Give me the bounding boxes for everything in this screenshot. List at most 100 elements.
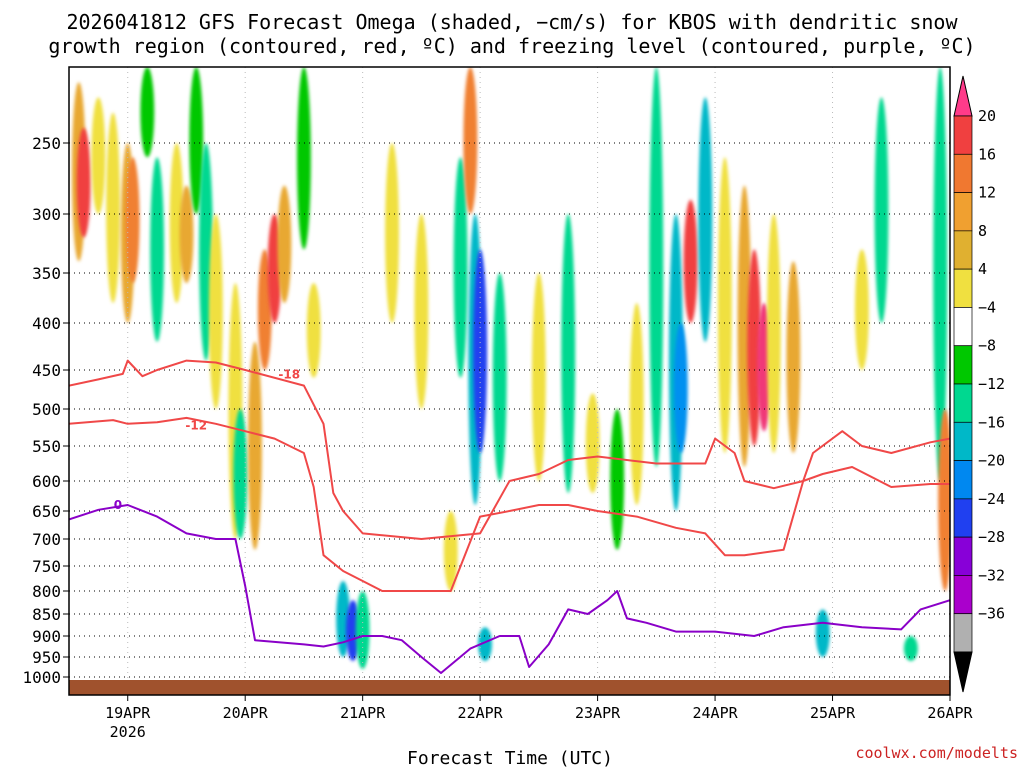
omega-cell xyxy=(169,143,184,303)
colorbar-label: −28 xyxy=(978,528,1005,546)
colorbar-swatch xyxy=(953,498,973,538)
ground-terrain xyxy=(69,680,950,695)
colorbar-swatch xyxy=(953,421,973,461)
x-tick-label: 22APR xyxy=(458,704,504,722)
y-tick-label: 950 xyxy=(32,648,61,667)
y-axis: 250 300 350 400 450 500 550 600 650 700 750 800 850 9… xyxy=(22,134,69,687)
y-tick-label: 800 xyxy=(32,582,61,601)
colorbar-swatch xyxy=(953,115,973,155)
omega-cell xyxy=(233,409,248,539)
omega-cell xyxy=(938,409,950,591)
y-tick-label: 650 xyxy=(32,502,61,521)
colorbar-label: −20 xyxy=(978,452,1005,470)
colorbar-label: 4 xyxy=(978,260,987,278)
omega-cell xyxy=(385,143,399,323)
omega-cell xyxy=(786,261,801,453)
omega-cell xyxy=(903,636,918,661)
x-tick-label: 19APR xyxy=(105,704,151,722)
omega-cell xyxy=(355,591,370,669)
omega-cell xyxy=(737,185,752,468)
x-tick-label: 23APR xyxy=(575,704,621,722)
chart-title-line1: 2026041812 GFS Forecast Omega (shaded, −… xyxy=(66,10,958,34)
omega-cell xyxy=(150,157,165,342)
omega-cell xyxy=(717,157,732,453)
colorbar-label: 12 xyxy=(978,184,996,202)
y-tick-label: 1000 xyxy=(22,668,61,687)
chart-title-line2: growth region (contoured, red, ºC) and f… xyxy=(48,34,975,58)
y-tick-label: 700 xyxy=(32,530,61,549)
omega-cell xyxy=(296,67,311,250)
y-tick-label: 600 xyxy=(32,472,61,491)
omega-cell xyxy=(179,185,194,283)
x-tick-label: 26APR xyxy=(927,704,973,722)
omega-cell xyxy=(478,627,492,661)
omega-shading xyxy=(71,67,950,669)
omega-cell xyxy=(629,303,644,505)
x-axis-label: Forecast Time (UTC) xyxy=(407,748,613,768)
colorbar-swatch xyxy=(953,460,973,500)
omega-cell xyxy=(76,127,91,238)
omega-cell xyxy=(766,214,781,453)
colorbar-arrow-bottom xyxy=(953,651,973,693)
colorbar-label: −4 xyxy=(978,298,996,316)
colorbar: 20 16 12 8 4 −4 −8 −12 −16 −20 −24 −28 −32 −36 xyxy=(953,75,1005,693)
colorbar-swatch xyxy=(953,575,973,615)
omega-cell xyxy=(306,283,321,378)
omega-cell xyxy=(125,157,140,283)
colorbar-label: −36 xyxy=(978,605,1005,623)
colorbar-swatch xyxy=(953,268,973,308)
omega-cell xyxy=(649,67,664,467)
contour-label: 0 xyxy=(114,498,122,512)
contour-line xyxy=(69,416,950,592)
omega-cell xyxy=(414,214,429,409)
omega-cell xyxy=(106,112,120,303)
colorbar-swatch xyxy=(953,345,973,385)
y-tick-label: 750 xyxy=(32,557,61,576)
colorbar-swatch xyxy=(953,613,973,653)
omega-cell xyxy=(208,214,223,409)
omega-cell xyxy=(492,273,507,481)
colorbar-label: 8 xyxy=(978,222,987,240)
omega-cell xyxy=(91,97,106,214)
y-tick-label: 550 xyxy=(32,437,61,456)
omega-cell xyxy=(140,67,155,158)
omega-cell xyxy=(463,67,478,214)
colorbar-label: 20 xyxy=(978,107,996,125)
colorbar-label: −16 xyxy=(978,413,1005,431)
colorbar-label: −32 xyxy=(978,566,1005,584)
omega-cell xyxy=(747,249,762,446)
x-tick-year-label: 2026 xyxy=(110,723,146,741)
colorbar-swatch xyxy=(953,153,973,193)
colorbar-label: −24 xyxy=(978,490,1005,508)
colorbar-swatch xyxy=(953,192,973,232)
omega-cell xyxy=(531,273,546,481)
omega-cell xyxy=(277,185,292,303)
omega-cell xyxy=(473,249,488,453)
omega-cell xyxy=(698,97,713,342)
colorbar-swatch xyxy=(953,307,973,347)
colorbar-label: −8 xyxy=(978,337,996,355)
y-tick-label: 400 xyxy=(32,314,61,333)
contour-line xyxy=(69,504,950,674)
y-tick-label: 300 xyxy=(32,205,61,224)
plot-area: -18 -12 0 xyxy=(68,66,951,696)
y-tick-label: 450 xyxy=(32,361,61,380)
plot-frame xyxy=(68,66,951,696)
omega-cell xyxy=(585,393,600,494)
omega-cell xyxy=(815,609,830,657)
contour-line xyxy=(69,359,950,540)
contour-lines: -18 -12 0 xyxy=(69,359,950,674)
omega-cell xyxy=(854,249,869,370)
omega-cell xyxy=(610,409,625,550)
omega-cell xyxy=(443,511,458,591)
x-tick-label: 20APR xyxy=(223,704,269,722)
omega-cell xyxy=(673,323,688,453)
x-tick-label: 24APR xyxy=(692,704,738,722)
omega-cell xyxy=(874,97,889,323)
credit-link[interactable]: coolwx.com/modelts xyxy=(855,744,1018,762)
omega-cell xyxy=(561,214,576,493)
colorbar-swatch xyxy=(953,536,973,576)
x-tick-label: 25APR xyxy=(810,704,856,722)
colorbar-swatch xyxy=(953,230,973,270)
